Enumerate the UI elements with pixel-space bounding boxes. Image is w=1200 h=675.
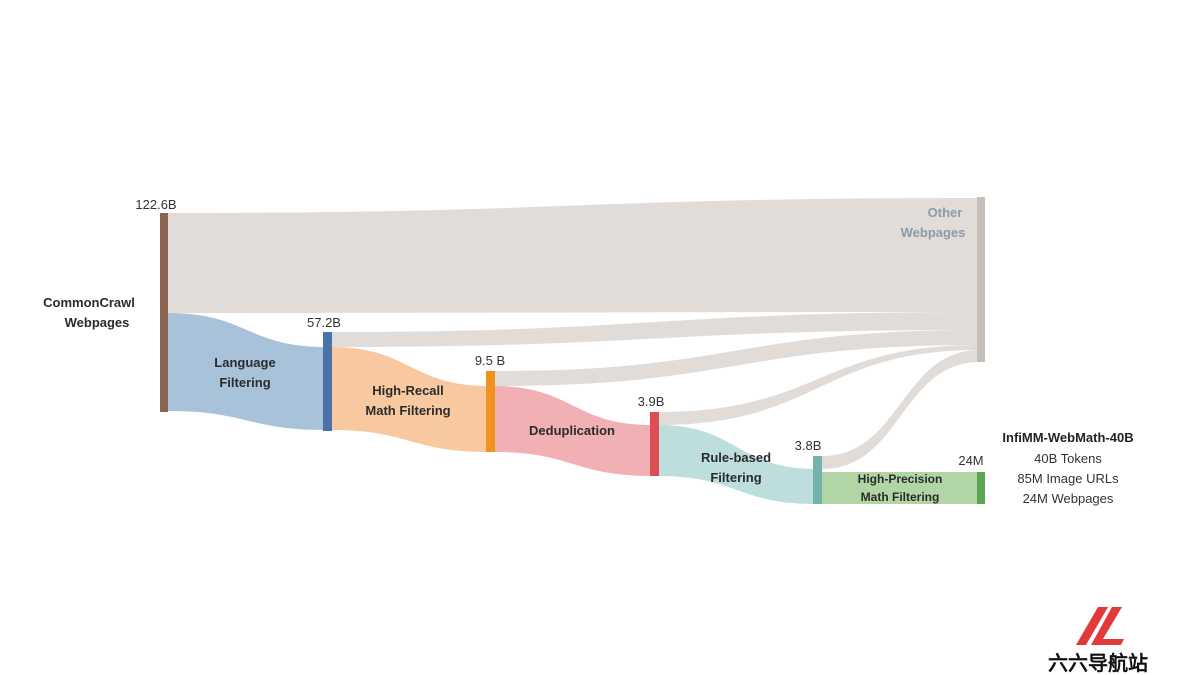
result-line-image-urls: 85M Image URLs bbox=[1017, 471, 1119, 486]
label-precision-line2: Math Filtering bbox=[861, 490, 940, 504]
label-other-line2: Webpages bbox=[901, 225, 966, 240]
flow-commoncrawl-other bbox=[168, 198, 980, 313]
node-language bbox=[323, 332, 332, 431]
node-rule bbox=[813, 456, 822, 504]
label-recall-line2: Math Filtering bbox=[365, 403, 450, 418]
node-recall bbox=[486, 371, 495, 452]
label-dedup-line1: Deduplication bbox=[529, 423, 615, 438]
value-recall: 9.5 B bbox=[475, 353, 505, 368]
value-language: 57.2B bbox=[307, 315, 341, 330]
other-flows bbox=[168, 198, 980, 469]
node-precision bbox=[977, 472, 985, 504]
result-line-tokens: 40B Tokens bbox=[1034, 451, 1102, 466]
flow-language-recall bbox=[331, 347, 489, 452]
label-precision-line1: High-Precision bbox=[858, 472, 943, 486]
label-commoncrawl-line2: Webpages bbox=[65, 315, 130, 330]
flow-rule-other bbox=[822, 350, 980, 469]
flow-language-other bbox=[331, 312, 980, 347]
watermark-text: 六六导航站 bbox=[1048, 651, 1148, 675]
watermark-logo-icon bbox=[1076, 607, 1124, 645]
flow-recall-other bbox=[494, 330, 980, 386]
flow-commoncrawl-language bbox=[168, 313, 326, 430]
flow-dedup-rule bbox=[658, 425, 816, 504]
label-rule-line1: Rule-based bbox=[701, 450, 771, 465]
node-other bbox=[977, 197, 985, 362]
label-recall-line1: High-Recall bbox=[372, 383, 444, 398]
label-rule-line2: Filtering bbox=[710, 470, 761, 485]
flow-recall-dedup bbox=[494, 386, 652, 476]
value-precision: 24M bbox=[958, 453, 983, 468]
label-commoncrawl-line1: CommonCrawl bbox=[43, 295, 135, 310]
result-title: InfiMM-WebMath-40B bbox=[1002, 430, 1133, 445]
label-language-line2: Filtering bbox=[219, 375, 270, 390]
node-dedup bbox=[650, 412, 659, 476]
value-rule: 3.8B bbox=[795, 438, 822, 453]
flow-dedup-other bbox=[658, 345, 980, 425]
value-dedup: 3.9B bbox=[638, 394, 665, 409]
result-line-webpages: 24M Webpages bbox=[1023, 491, 1114, 506]
node-commoncrawl bbox=[160, 213, 168, 412]
flow-rule-precision bbox=[822, 472, 977, 504]
value-commoncrawl: 122.6B bbox=[135, 197, 176, 212]
label-other-line1: Other bbox=[928, 205, 963, 220]
label-language-line1: Language bbox=[214, 355, 275, 370]
